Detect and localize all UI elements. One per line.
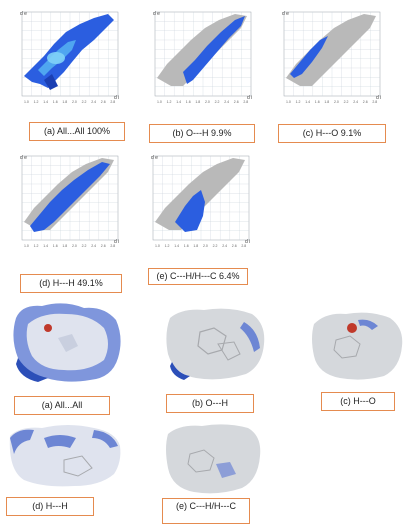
x-tick-label: 2.4 xyxy=(224,100,229,104)
x-tick-label: 2.4 xyxy=(353,100,358,104)
x-tick-label: 1.0 xyxy=(157,100,162,104)
x-tick-label: 1.4 xyxy=(43,100,48,104)
x-tick-label: 2.4 xyxy=(91,100,96,104)
x-tick-label: 2.2 xyxy=(344,100,349,104)
x-tick-label: 2.8 xyxy=(243,100,248,104)
x-tick-label: 1.6 xyxy=(186,100,191,104)
x-tick-label: 2.8 xyxy=(110,100,115,104)
x-tick-label: 2.2 xyxy=(82,100,87,104)
x-tick-label: 2.6 xyxy=(101,100,106,104)
fingerprint-plot-e: d e d i 1.0 1.2 1.4 1.6 1.8 2.0 2.2 2.4 2.6 2.8 xyxy=(145,150,257,254)
fingerprint-svg-d: d e d i 1.0 1.2 1.4 1.6 1.8 2.0 2.2 2.4 2.6 2.8 xyxy=(20,155,119,248)
x-tick-label: 2.2 xyxy=(213,244,218,248)
surface-a xyxy=(8,298,126,386)
fingerprint-caption-b: (b) O---H 9.9% xyxy=(149,124,255,143)
x-tick-label: 2.4 xyxy=(222,244,227,248)
axis-top-label-a: d e xyxy=(20,11,27,17)
x-tick-label: 2.6 xyxy=(234,100,239,104)
axis-top-label-c: d e xyxy=(282,11,289,17)
x-tick-label: 2.0 xyxy=(334,100,339,104)
x-tick-label: 1.4 xyxy=(174,244,179,248)
fingerprint-plot-c: d e d i 1.0 1.2 1.4 1.6 1.8 2.0 2.2 2.4 2.6 2.8 xyxy=(276,6,388,110)
x-tick-label: 1.6 xyxy=(315,100,320,104)
x-tick-label: 1.6 xyxy=(184,244,189,248)
surface-svg-e xyxy=(166,424,261,494)
x-tick-label: 2.0 xyxy=(205,100,210,104)
x-tick-label: 1.2 xyxy=(34,100,39,104)
fingerprint-plot-a: d e d i 1.0 1.2 1.4 1.6 1.8 2.0 2.2 2.4 2.6 2.8 xyxy=(14,6,126,110)
surface-c xyxy=(306,306,410,384)
surface-caption-d: (d) H---H xyxy=(6,497,94,516)
surface-svg-c xyxy=(312,312,403,380)
x-tick-label: 1.6 xyxy=(53,100,58,104)
fingerprint-caption-c: (c) H---O 9.1% xyxy=(278,124,386,143)
x-tick-label: 2.4 xyxy=(91,244,96,248)
x-tick-label: 1.4 xyxy=(43,244,48,248)
surface-svg-d xyxy=(9,425,121,487)
axis-top-label-d: d e xyxy=(20,155,27,161)
x-tick-label: 1.8 xyxy=(195,100,200,104)
fingerprint-plot-d: d e d i 1.0 1.2 1.4 1.6 1.8 2.0 2.2 2.4 2.6 2.8 xyxy=(14,150,126,254)
surface-b xyxy=(160,302,272,384)
surface-caption-b: (b) O---H xyxy=(166,394,254,413)
x-tick-label: 2.6 xyxy=(363,100,368,104)
x-tick-label: 2.6 xyxy=(232,244,237,248)
surface-svg-a xyxy=(13,303,121,382)
axis-right-label-d: d i xyxy=(114,239,119,245)
x-tick-label: 1.0 xyxy=(24,244,29,248)
x-tick-label: 1.2 xyxy=(167,100,172,104)
axis-top-label-b: d e xyxy=(153,11,160,17)
x-tick-label: 1.2 xyxy=(296,100,301,104)
x-tick-label: 1.8 xyxy=(324,100,329,104)
fingerprint-caption-e: (e) C---H/H---C 6.4% xyxy=(148,268,248,285)
x-tick-label: 1.8 xyxy=(62,244,67,248)
fingerprint-caption-a: (a) All...All 100% xyxy=(29,122,125,141)
axis-top-label-e: d e xyxy=(151,155,158,161)
x-tick-label: 1.4 xyxy=(176,100,181,104)
fingerprint-svg-e: d e d i 1.0 1.2 1.4 1.6 1.8 2.0 2.2 2.4 2.6 2.8 xyxy=(151,155,250,248)
x-tick-label: 1.2 xyxy=(34,244,39,248)
x-tick-label: 2.0 xyxy=(72,244,77,248)
fingerprint-svg-a: d e d i 1.0 1.2 1.4 1.6 1.8 2.0 2.2 2.4 2.6 2.8 xyxy=(20,11,119,104)
surface-caption-e: (e) C---H/H---C xyxy=(162,498,250,524)
x-tick-label: 1.6 xyxy=(53,244,58,248)
axis-right-label-c: d i xyxy=(376,95,381,101)
x-tick-label: 1.8 xyxy=(193,244,198,248)
fingerprint-plot-b: d e d i 1.0 1.2 1.4 1.6 1.8 2.0 2.2 2.4 2.6 2.8 xyxy=(147,6,259,110)
axis-right-label-b: d i xyxy=(247,95,252,101)
x-tick-label: 1.0 xyxy=(286,100,291,104)
x-tick-label: 1.8 xyxy=(62,100,67,104)
x-tick-label: 2.0 xyxy=(72,100,77,104)
x-tick-label: 2.2 xyxy=(215,100,220,104)
x-tick-label: 1.4 xyxy=(305,100,310,104)
axis-right-label-a: d i xyxy=(114,95,119,101)
fingerprint-svg-c: d e d i 1.0 1.2 1.4 1.6 1.8 2.0 2.2 2.4 2.6 2.8 xyxy=(282,11,381,104)
x-tick-label: 1.0 xyxy=(24,100,29,104)
axis-right-label-e: d i xyxy=(245,239,250,245)
x-tick-label: 1.2 xyxy=(165,244,170,248)
surface-caption-a: (a) All...All xyxy=(14,396,110,415)
surface-e xyxy=(160,418,268,498)
x-tick-label: 1.0 xyxy=(155,244,160,248)
surface-caption-c: (c) H---O xyxy=(321,392,395,411)
fingerprint-svg-b: d e d i 1.0 1.2 1.4 1.6 1.8 2.0 2.2 2.4 2.6 2.8 xyxy=(153,11,252,104)
x-tick-label: 2.6 xyxy=(101,244,106,248)
x-tick-label: 2.8 xyxy=(110,244,115,248)
x-tick-label: 2.2 xyxy=(82,244,87,248)
x-tick-label: 2.8 xyxy=(372,100,377,104)
surface-svg-b xyxy=(166,308,265,380)
x-tick-label: 2.0 xyxy=(203,244,208,248)
surface-d xyxy=(4,420,126,492)
fingerprint-caption-d: (d) H---H 49.1% xyxy=(20,274,122,293)
x-tick-label: 2.8 xyxy=(241,244,246,248)
